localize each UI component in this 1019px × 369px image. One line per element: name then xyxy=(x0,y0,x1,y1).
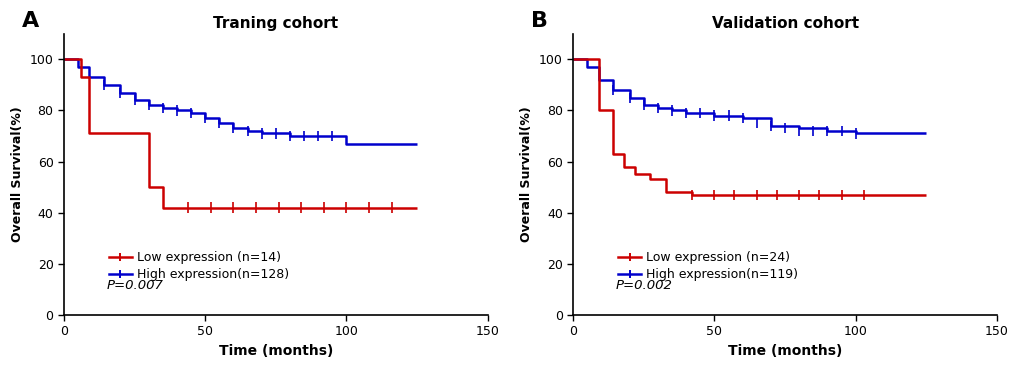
Text: P=0.002: P=0.002 xyxy=(615,279,672,292)
Title: Traning cohort: Traning cohort xyxy=(213,16,338,31)
Title: Validation cohort: Validation cohort xyxy=(711,16,858,31)
Y-axis label: Overall Survival(%): Overall Survival(%) xyxy=(520,107,533,242)
Y-axis label: Overall Survival(%): Overall Survival(%) xyxy=(11,107,24,242)
X-axis label: Time (months): Time (months) xyxy=(728,344,842,358)
X-axis label: Time (months): Time (months) xyxy=(218,344,332,358)
Text: P=0.007: P=0.007 xyxy=(106,279,163,292)
Text: A: A xyxy=(21,11,39,31)
Legend: Low expression (n=24), High expression(n=119): Low expression (n=24), High expression(n… xyxy=(612,246,802,286)
Legend: Low expression (n=14), High expression(n=128): Low expression (n=14), High expression(n… xyxy=(104,246,293,286)
Text: B: B xyxy=(530,11,547,31)
